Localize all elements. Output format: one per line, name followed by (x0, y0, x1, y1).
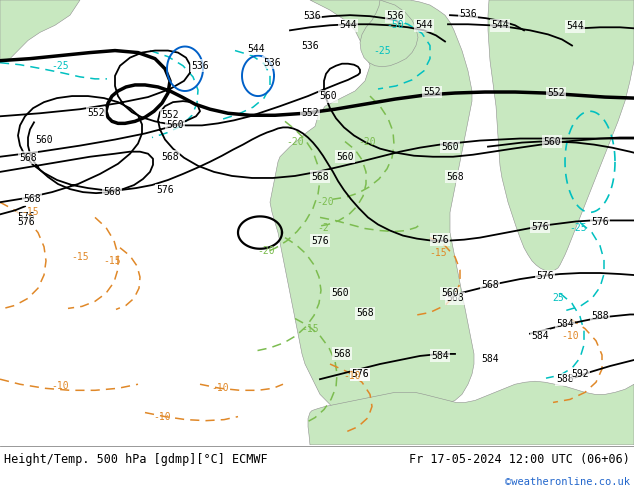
Text: 576: 576 (351, 369, 369, 379)
Text: ©weatheronline.co.uk: ©weatheronline.co.uk (505, 477, 630, 487)
Text: 584: 584 (556, 318, 574, 329)
Text: 568: 568 (161, 152, 179, 162)
Text: 568: 568 (103, 187, 121, 197)
Text: -50: -50 (386, 20, 404, 30)
Text: 576: 576 (311, 236, 329, 245)
Text: -10: -10 (561, 331, 579, 341)
Text: 552: 552 (301, 108, 319, 118)
Text: 588: 588 (591, 312, 609, 321)
Text: 560: 560 (336, 152, 354, 162)
Text: 568: 568 (333, 349, 351, 359)
Text: 576: 576 (536, 271, 554, 281)
Text: Fr 17-05-2024 12:00 UTC (06+06): Fr 17-05-2024 12:00 UTC (06+06) (409, 453, 630, 466)
Text: 576: 576 (17, 212, 35, 222)
Text: 536: 536 (263, 58, 281, 68)
Text: -2: -2 (317, 222, 329, 233)
Text: 560: 560 (441, 142, 459, 151)
Text: 544: 544 (247, 44, 265, 53)
Text: 536: 536 (301, 41, 319, 50)
Text: -25: -25 (569, 222, 587, 233)
Text: 560: 560 (331, 288, 349, 298)
Text: -20: -20 (257, 246, 275, 256)
Polygon shape (488, 0, 634, 271)
Text: -15: -15 (301, 323, 319, 334)
Text: 544: 544 (566, 21, 584, 31)
Text: 560: 560 (319, 91, 337, 101)
Text: 576: 576 (351, 369, 369, 379)
Text: 536: 536 (459, 9, 477, 19)
Text: 576: 576 (591, 218, 609, 227)
Text: 560: 560 (36, 135, 53, 145)
Text: Height/Temp. 500 hPa [gdmp][°C] ECMWF: Height/Temp. 500 hPa [gdmp][°C] ECMWF (4, 453, 268, 466)
Text: 568: 568 (446, 172, 464, 182)
Text: 576: 576 (17, 218, 35, 227)
Text: 560: 560 (543, 137, 561, 147)
Text: 568: 568 (446, 294, 464, 303)
Text: 588: 588 (556, 374, 574, 384)
Text: 552: 552 (87, 108, 105, 118)
Text: 544: 544 (339, 20, 357, 30)
Polygon shape (308, 381, 634, 445)
Text: -15: -15 (21, 207, 39, 218)
Text: 544: 544 (491, 20, 509, 30)
Text: 536: 536 (191, 61, 209, 71)
Text: 25: 25 (552, 294, 564, 303)
Text: 584: 584 (531, 331, 549, 341)
Text: 560: 560 (166, 121, 184, 130)
Text: 544: 544 (415, 20, 433, 30)
Polygon shape (360, 0, 418, 67)
Text: -15: -15 (103, 256, 121, 266)
Text: -10: -10 (343, 371, 361, 381)
Text: 568: 568 (356, 309, 374, 318)
Text: -15: -15 (71, 252, 89, 262)
Text: -25: -25 (51, 61, 69, 71)
Text: 568: 568 (19, 153, 37, 163)
Text: 552: 552 (423, 87, 441, 97)
Text: 576: 576 (156, 185, 174, 195)
Text: -10: -10 (211, 383, 229, 393)
Text: 584: 584 (481, 354, 499, 364)
Text: -20: -20 (316, 197, 334, 207)
Text: -20: -20 (286, 137, 304, 147)
Text: 576: 576 (531, 221, 549, 231)
Text: -10: -10 (153, 412, 171, 421)
Text: 536: 536 (386, 11, 404, 21)
Polygon shape (270, 0, 474, 419)
Text: 536: 536 (303, 11, 321, 21)
Text: 576: 576 (431, 235, 449, 245)
Text: -20: -20 (358, 137, 376, 147)
Text: -10: -10 (51, 381, 69, 392)
Text: 552: 552 (547, 88, 565, 98)
Text: 552: 552 (161, 110, 179, 120)
Text: -15: -15 (429, 248, 447, 258)
Text: 592: 592 (571, 369, 589, 379)
Text: 568: 568 (23, 194, 41, 204)
Text: 568: 568 (481, 280, 499, 290)
Text: 584: 584 (431, 351, 449, 361)
Text: 568: 568 (311, 172, 329, 182)
Polygon shape (0, 0, 80, 61)
Text: 560: 560 (441, 288, 459, 298)
Text: -25: -25 (373, 46, 391, 55)
